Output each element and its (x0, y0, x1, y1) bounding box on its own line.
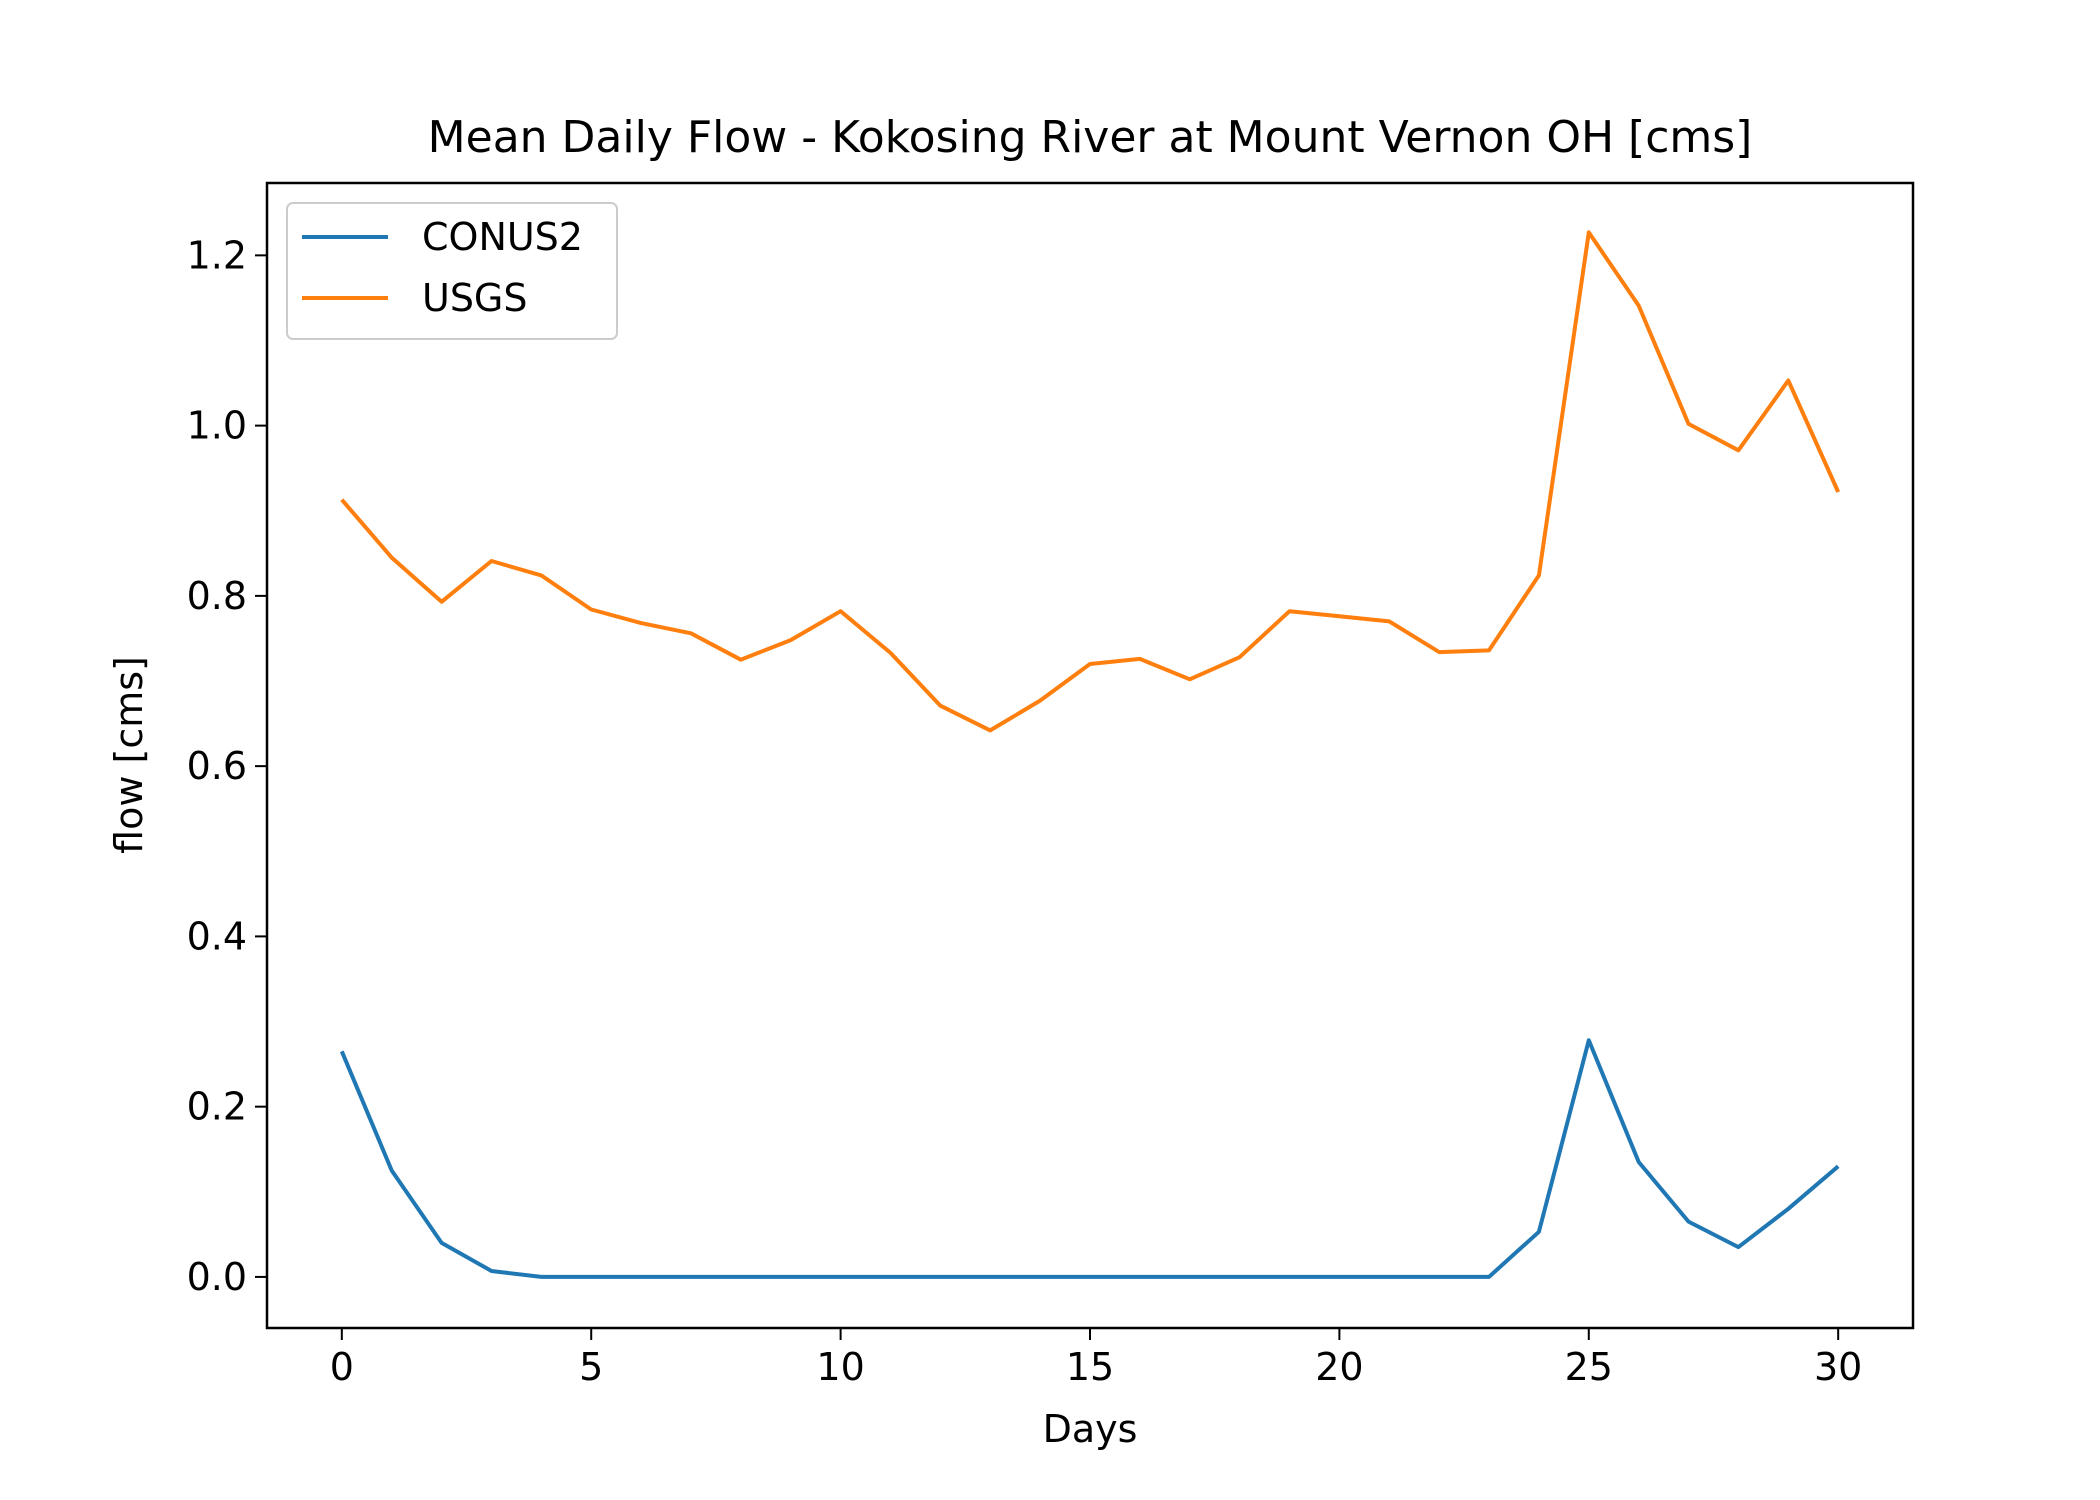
x-tick-label: 0 (330, 1345, 354, 1389)
y-tick-label: 1.2 (187, 233, 247, 277)
y-tick-label: 0.8 (187, 574, 247, 618)
chart-title: Mean Daily Flow - Kokosing River at Moun… (428, 112, 1753, 163)
x-tick-label: 20 (1315, 1345, 1363, 1389)
x-tick-label: 10 (816, 1345, 864, 1389)
y-tick-label: 0.6 (187, 744, 247, 788)
y-tick-label: 0.4 (187, 914, 247, 958)
y-tick-label: 0.0 (187, 1255, 247, 1299)
x-tick-label: 5 (579, 1345, 603, 1389)
y-axis-label: flow [cms] (107, 656, 151, 854)
x-tick-label: 25 (1565, 1345, 1613, 1389)
y-tick-label: 0.2 (187, 1085, 247, 1129)
plot-area (265, 181, 1915, 1330)
series-line-usgs (340, 230, 1841, 733)
legend-label-conus2: CONUS2 (422, 215, 583, 259)
x-axis-label: Days (1043, 1407, 1138, 1451)
y-axis: 0.0 0.2 0.4 0.6 0.8 1.0 1.2 (187, 233, 267, 1299)
legend-label-usgs: USGS (422, 276, 528, 320)
x-axis: 0 5 10 15 20 25 30 (330, 1328, 1862, 1389)
x-tick-label: 30 (1814, 1345, 1862, 1389)
x-tick-label: 15 (1066, 1345, 1114, 1389)
legend: CONUS2 USGS (286, 202, 618, 340)
y-tick-label: 1.0 (187, 404, 247, 448)
series-line-conus2 (339, 1038, 1840, 1279)
series-layer (339, 230, 1841, 1279)
